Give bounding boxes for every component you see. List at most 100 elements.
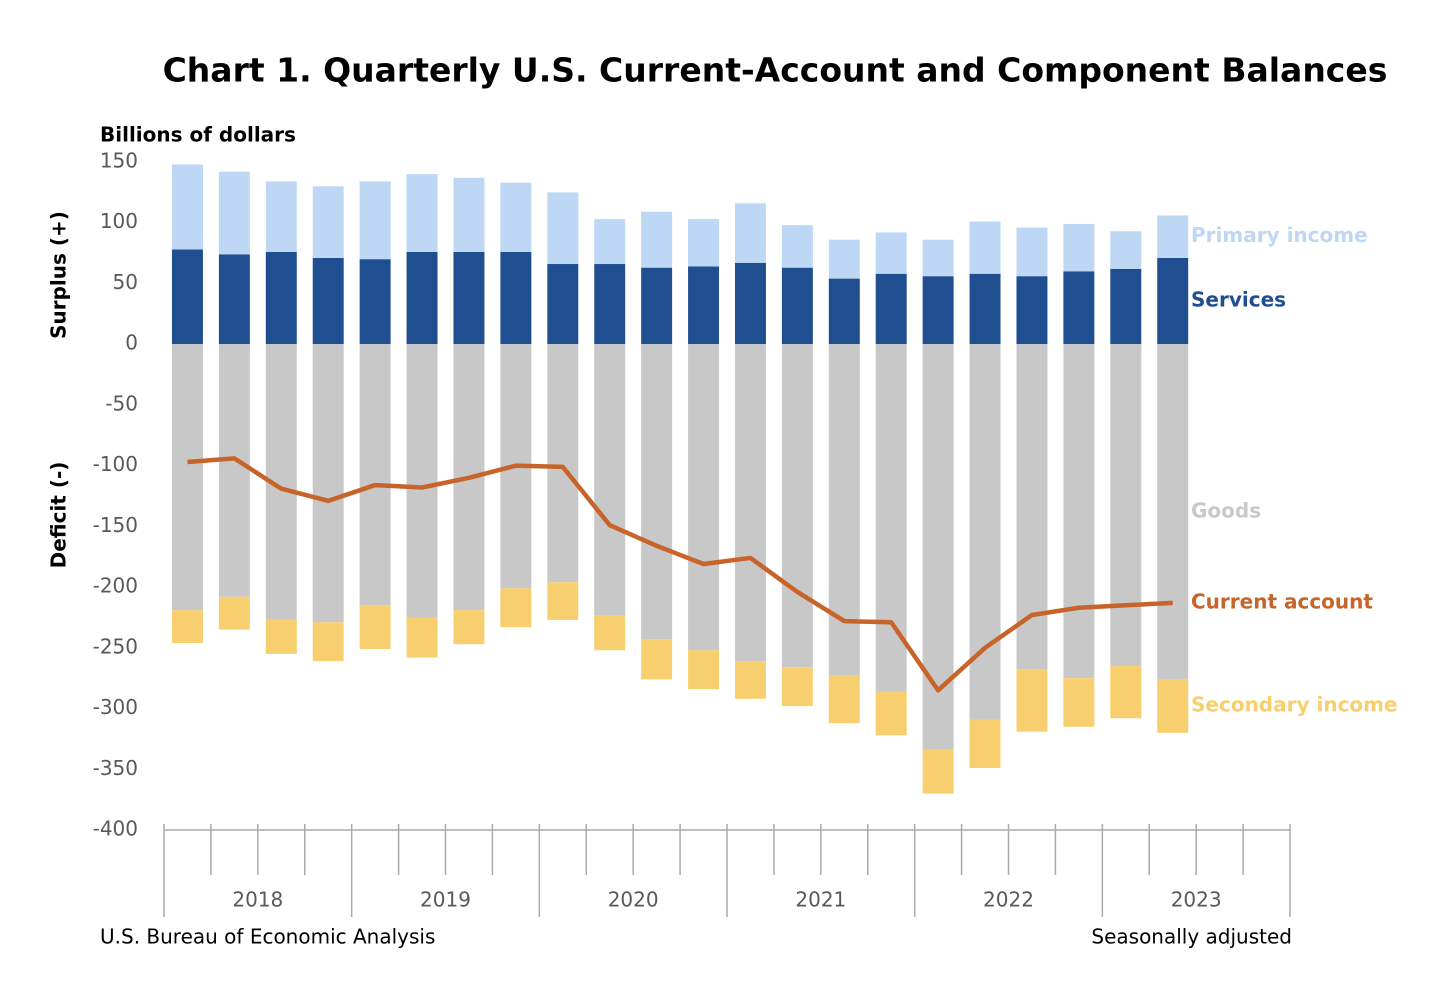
bar: [969, 221, 1001, 274]
series-label: Primary income: [1191, 223, 1368, 247]
bar: [594, 615, 626, 651]
bar: [1063, 678, 1095, 727]
bar: [594, 264, 626, 345]
bar: [781, 225, 813, 268]
y-tick-label: 100: [100, 209, 138, 233]
y-axis-label: Deficit (-): [47, 462, 71, 569]
bar: [1157, 679, 1189, 733]
bar: [734, 203, 766, 263]
bar: [312, 257, 344, 345]
bar: [218, 344, 250, 597]
bar: [1110, 268, 1142, 345]
bar: [641, 344, 673, 640]
bar: [359, 344, 391, 606]
y-tick-label: -50: [105, 391, 138, 415]
y-axis-label: Surplus (+): [47, 211, 71, 339]
bar: [969, 273, 1001, 345]
y-tick-label: -100: [93, 452, 138, 476]
series-label: Goods: [1191, 498, 1261, 522]
bar: [1110, 344, 1142, 667]
bar: [594, 344, 626, 616]
bar: [828, 239, 860, 279]
bar: [359, 259, 391, 345]
bar: [922, 749, 954, 794]
bar: [453, 251, 485, 345]
y-unit-label: Billions of dollars: [100, 123, 296, 147]
bar: [359, 181, 391, 260]
bar: [1110, 666, 1142, 719]
bar: [1157, 344, 1189, 680]
bar: [688, 219, 720, 267]
x-group-label: 2022: [983, 888, 1034, 912]
bar: [359, 605, 391, 650]
y-tick-label: -400: [93, 817, 138, 841]
bar: [969, 719, 1001, 769]
bar: [688, 266, 720, 345]
bar: [406, 174, 438, 252]
y-tick-label: -300: [93, 695, 138, 719]
bar: [922, 276, 954, 345]
bar: [312, 622, 344, 662]
bar: [171, 610, 203, 643]
bar: [781, 267, 813, 345]
bar: [265, 251, 297, 345]
bar: [1157, 215, 1189, 258]
bar: [218, 596, 250, 630]
bar: [1063, 344, 1095, 679]
bar: [875, 691, 907, 736]
y-tick-label: 0: [125, 331, 138, 355]
x-group-label: 2020: [608, 888, 659, 912]
y-tick-label: -250: [93, 634, 138, 658]
bar: [1063, 271, 1095, 345]
bar: [688, 650, 720, 690]
bar: [547, 582, 579, 620]
series-label: Current account: [1191, 589, 1373, 613]
bar: [734, 344, 766, 662]
bar: [218, 254, 250, 345]
bar: [1016, 669, 1048, 732]
bar: [312, 344, 344, 623]
bar: [265, 619, 297, 654]
y-tick-label: -350: [93, 756, 138, 780]
bar: [1016, 276, 1048, 345]
bar: [406, 251, 438, 345]
bar: [218, 171, 250, 255]
bar: [500, 588, 532, 628]
bar: [500, 182, 532, 252]
bar: [547, 344, 579, 583]
bar: [781, 667, 813, 707]
bar: [406, 617, 438, 658]
y-tick-label: 50: [113, 270, 138, 294]
bar: [828, 344, 860, 676]
x-group-label: 2019: [420, 888, 471, 912]
bar: [641, 211, 673, 268]
bar: [1016, 227, 1048, 277]
bar: [875, 232, 907, 274]
bar: [734, 661, 766, 699]
x-group-label: 2021: [795, 888, 846, 912]
bar: [594, 219, 626, 265]
series-label: Services: [1191, 288, 1286, 312]
bar: [547, 192, 579, 265]
bar: [875, 273, 907, 345]
chart-title: Chart 1. Quarterly U.S. Current-Account …: [163, 51, 1388, 90]
series-label: Secondary income: [1191, 693, 1398, 717]
x-group-label: 2023: [1171, 888, 1222, 912]
bar: [1110, 231, 1142, 269]
bar: [265, 181, 297, 252]
y-tick-label: -150: [93, 513, 138, 537]
line: [187, 456, 1173, 693]
source: U.S. Bureau of Economic Analysis: [100, 925, 435, 949]
x-group-label: 2018: [232, 888, 283, 912]
bar: [500, 251, 532, 345]
bar: [828, 278, 860, 345]
bar: [547, 264, 579, 345]
bar: [1157, 257, 1189, 345]
bar: [171, 344, 203, 611]
bar: [828, 675, 860, 724]
bar: [922, 239, 954, 277]
bar: [734, 262, 766, 345]
bar: [406, 344, 438, 618]
bar: [641, 267, 673, 345]
